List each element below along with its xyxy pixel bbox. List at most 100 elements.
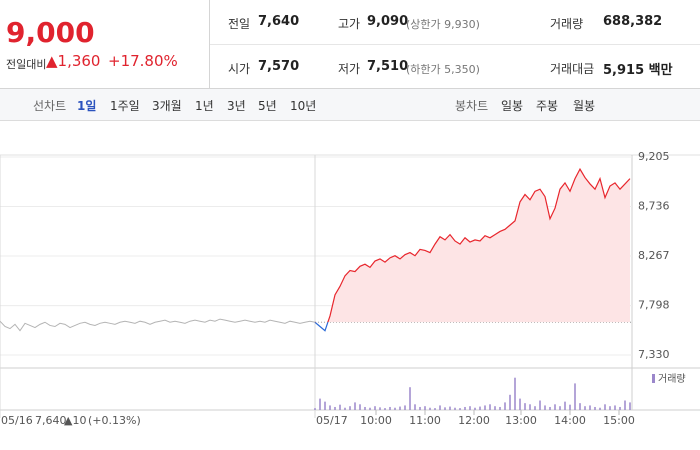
volume-bar	[624, 400, 626, 410]
y-tick-label: 7,798	[638, 299, 670, 312]
volume-bar	[629, 402, 631, 410]
stat-label: 거래량	[550, 17, 584, 31]
x-tick-label: 13:00	[505, 414, 537, 427]
stat-note: (하한가 5,350)	[406, 63, 480, 76]
legend-swatch	[652, 374, 655, 383]
stat-value: 7,570	[258, 59, 300, 74]
volume-bar	[424, 406, 426, 410]
volume-bar	[334, 406, 336, 410]
y-tick-label: 8,267	[638, 249, 670, 262]
tab[interactable]: 3년	[227, 99, 246, 113]
row-divider	[210, 44, 700, 45]
volume-bar	[314, 408, 316, 410]
volume-bar	[414, 404, 416, 410]
stat-value: 7,510	[367, 59, 409, 74]
volume-bar	[499, 406, 501, 410]
price-line	[0, 318, 316, 332]
volume-bar	[579, 403, 581, 410]
tab-group-label: 선차트	[33, 99, 67, 113]
y-tick-label: 9,205	[638, 150, 670, 163]
volume-bar	[514, 377, 516, 410]
volume-bar	[429, 407, 431, 410]
volume-bar	[444, 407, 446, 410]
volume-bar	[404, 405, 406, 410]
area	[315, 169, 630, 323]
stat-value: 7,640	[258, 14, 300, 29]
tab[interactable]: 5년	[258, 99, 277, 113]
volume-bar	[599, 407, 601, 410]
volume-bar	[539, 400, 541, 410]
info-change: ▲10	[64, 414, 86, 427]
tab[interactable]: 10년	[290, 99, 317, 113]
volume-bar	[344, 407, 346, 410]
tab[interactable]: 1주일	[110, 99, 140, 113]
volume-bar	[544, 405, 546, 410]
volume-bar	[479, 406, 481, 410]
volume-bar	[359, 404, 361, 410]
stat-value: 5,915 백만	[603, 63, 673, 78]
stat-label: 고가	[338, 17, 361, 31]
volume-bar	[564, 401, 566, 410]
stat-value: 9,090	[367, 14, 409, 29]
volume-bar	[354, 402, 356, 410]
stat-label: 전일	[228, 17, 251, 31]
x-tick-label: 05/17	[316, 414, 348, 427]
volume-bar	[389, 406, 391, 410]
volume-bar	[609, 406, 611, 410]
volume-bar	[519, 398, 521, 410]
volume-bar	[339, 404, 341, 410]
x-tick-label: 12:00	[458, 414, 490, 427]
tab-group-label: 봉차트	[455, 99, 489, 113]
volume-bar	[329, 405, 331, 410]
volume-bar	[569, 404, 571, 410]
change: ▲1,360	[46, 52, 101, 70]
volume-bar	[484, 405, 486, 410]
tab[interactable]: 일봉	[501, 99, 524, 113]
volume-bar	[434, 408, 436, 410]
price-box: 9,000 전일대비 ▲1,360 +17.80%	[0, 0, 210, 88]
volume-bar	[459, 408, 461, 410]
volume-bar	[324, 401, 326, 410]
volume-bar	[319, 398, 321, 410]
volume-bar	[349, 406, 351, 410]
info-close: 7,640	[35, 414, 67, 427]
stat-label: 시가	[228, 62, 251, 76]
volume-bar	[474, 407, 476, 410]
volume-bar	[584, 406, 586, 410]
x-tick-label: 10:00	[360, 414, 392, 427]
x-tick-label: 15:00	[603, 414, 635, 427]
volume-bar	[559, 406, 561, 410]
volume-bar	[399, 406, 401, 410]
volume-bar	[574, 383, 576, 410]
volume-bar	[554, 404, 556, 410]
volume-bar	[374, 406, 376, 410]
volume-bar	[394, 407, 396, 410]
stat-note: (상한가 9,930)	[406, 18, 480, 31]
change-rate: +17.80%	[108, 52, 178, 70]
tab[interactable]: 1일	[77, 99, 97, 113]
change-label: 전일대비	[6, 58, 47, 71]
tab[interactable]: 주봉	[536, 99, 559, 113]
volume-bar	[409, 387, 411, 410]
stat-label: 거래대금	[550, 62, 595, 76]
price-line	[314, 167, 631, 323]
tab-bar: 선차트 1일 1주일 3개월 1년 3년 5년 10년 봉차트 일봉 주봉 월봉	[0, 89, 700, 121]
volume-bar	[439, 405, 441, 410]
tab[interactable]: 1년	[195, 99, 214, 113]
volume-bar	[419, 406, 421, 410]
x-tick-label: 05/16	[1, 414, 33, 427]
volume-bar	[489, 404, 491, 410]
volume-bar	[534, 406, 536, 410]
stat-value: 688,382	[603, 14, 663, 29]
stat-label: 저가	[338, 62, 361, 76]
info-rate: (+0.13%)	[88, 414, 141, 427]
tab[interactable]: 월봉	[573, 99, 596, 113]
x-tick-label: 11:00	[409, 414, 441, 427]
chart: 9,205 8,736 8,267 7,798 7,330 05/16 05/17 10:00…	[0, 150, 700, 427]
volume-bar	[604, 404, 606, 410]
y-tick-label: 7,330	[638, 348, 670, 361]
quote-header: 9,000 전일대비 ▲1,360 +17.80% 전일 7,640 고가 9,…	[0, 0, 700, 89]
tab[interactable]: 3개월	[152, 99, 182, 113]
volume-bar	[504, 402, 506, 410]
volume-bar	[619, 406, 621, 410]
